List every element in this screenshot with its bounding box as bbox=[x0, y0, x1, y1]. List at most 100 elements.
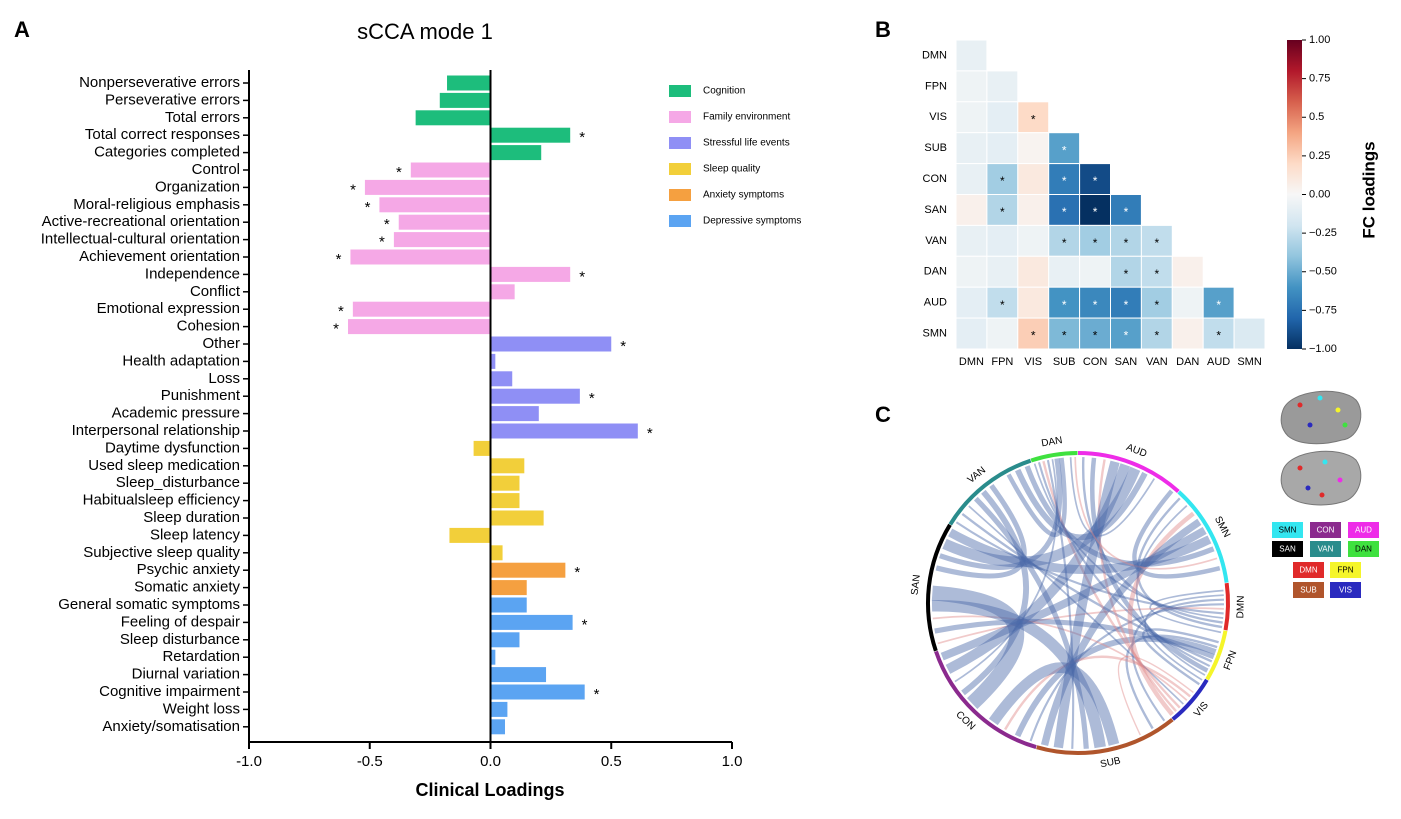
column-label: CON bbox=[1083, 356, 1108, 368]
legend-swatch bbox=[669, 189, 691, 201]
heatmap-cell bbox=[1017, 286, 1050, 319]
x-tick-label: 1.0 bbox=[722, 753, 743, 770]
bar bbox=[447, 75, 491, 91]
heatmap-cell bbox=[986, 101, 1019, 134]
y-tick-label: Sleep disturbance bbox=[120, 631, 240, 648]
heatmap-cell bbox=[1048, 224, 1081, 257]
panel-letter: B bbox=[875, 17, 891, 42]
heatmap-cell bbox=[955, 101, 988, 134]
heatmap-cell bbox=[1110, 317, 1142, 350]
y-tick-label: Sleep_disturbance bbox=[116, 474, 240, 491]
legend-label: CON bbox=[1317, 526, 1335, 535]
significance-mark: * bbox=[1000, 205, 1005, 219]
significance-mark: * bbox=[1031, 329, 1036, 343]
bar bbox=[415, 110, 491, 126]
x-tick-label: -1.0 bbox=[236, 753, 262, 770]
chord bbox=[931, 585, 1025, 710]
y-tick-label: Perseverative errors bbox=[105, 91, 240, 108]
heatmap-cell bbox=[955, 224, 988, 257]
significance-mark: * bbox=[1093, 298, 1098, 312]
heatmap-cell bbox=[1048, 286, 1081, 319]
heatmap-cell bbox=[1017, 163, 1050, 196]
y-tick-label: Health adaptation bbox=[122, 352, 240, 369]
column-label: DMN bbox=[959, 356, 984, 368]
heatmap-cell bbox=[955, 132, 988, 165]
chord bbox=[1033, 463, 1224, 619]
heatmap-cell bbox=[1079, 255, 1111, 288]
chord bbox=[968, 505, 1184, 705]
y-tick-label: General somatic symptoms bbox=[58, 596, 240, 613]
brain-images bbox=[1280, 390, 1362, 506]
heatmap-cell bbox=[1171, 317, 1204, 350]
chord bbox=[1090, 457, 1209, 673]
x-tick-label: 0.5 bbox=[601, 753, 622, 770]
chord bbox=[961, 512, 1213, 663]
bar bbox=[490, 614, 573, 630]
brain-node bbox=[1319, 492, 1325, 498]
chart-title: sCCA mode 1 bbox=[357, 19, 493, 44]
significance-mark: * bbox=[574, 564, 580, 581]
heatmap-cell bbox=[1017, 317, 1050, 350]
chord bbox=[1046, 459, 1075, 749]
significance-mark: * bbox=[1093, 329, 1098, 343]
legend-swatch bbox=[1348, 541, 1379, 557]
brain-node bbox=[1337, 477, 1343, 483]
chord bbox=[1042, 460, 1181, 709]
bar bbox=[439, 92, 491, 108]
chord bbox=[1006, 457, 1067, 538]
heatmap-cell bbox=[1017, 132, 1050, 165]
significance-mark: * bbox=[1093, 236, 1098, 250]
heatmap-cell bbox=[1079, 224, 1111, 257]
chord bbox=[1117, 655, 1194, 736]
bar bbox=[490, 632, 520, 648]
legend-swatch bbox=[669, 137, 691, 149]
chord bbox=[1037, 462, 1211, 668]
heatmap-cell bbox=[1017, 224, 1050, 257]
chord bbox=[1136, 497, 1223, 629]
heatmap-cell bbox=[986, 255, 1019, 288]
legend-swatch bbox=[669, 85, 691, 97]
x-axis-label: Clinical Loadings bbox=[415, 780, 564, 800]
arc-label: SMN bbox=[1212, 515, 1232, 540]
heatmap-cell bbox=[955, 194, 988, 226]
colorbar-tick-label: −0.50 bbox=[1309, 266, 1337, 278]
chords bbox=[931, 457, 1224, 749]
bar bbox=[398, 214, 491, 230]
legend-swatch bbox=[1272, 541, 1303, 557]
legend-swatch bbox=[1293, 582, 1324, 598]
y-tick-label: Active-recreational orientation bbox=[42, 213, 240, 230]
significance-mark: * bbox=[1155, 329, 1160, 343]
arc-label: SUB bbox=[1099, 755, 1122, 770]
significance-mark: * bbox=[1124, 298, 1129, 312]
colorbar-tick-label: 0.75 bbox=[1309, 73, 1330, 85]
y-tick-label: Achievement orientation bbox=[79, 248, 240, 265]
significance-mark: * bbox=[384, 216, 390, 233]
chord-arc bbox=[1171, 678, 1209, 721]
legend-label: Stressful life events bbox=[703, 138, 790, 149]
colorbar-tick-label: −0.25 bbox=[1309, 227, 1337, 239]
panel-letter: C bbox=[875, 402, 891, 427]
significance-mark: * bbox=[1062, 236, 1067, 250]
legend-label: SAN bbox=[1279, 545, 1296, 554]
heatmap-cell bbox=[986, 70, 1019, 103]
legend-label: AUD bbox=[1355, 526, 1372, 535]
y-tick-label: Control bbox=[192, 161, 240, 178]
legend-swatch bbox=[1293, 562, 1324, 578]
y-tick-label: Moral-religious emphasis bbox=[73, 196, 240, 213]
colorbar-label: FC loadings bbox=[1359, 141, 1378, 238]
chord-arc bbox=[948, 458, 1032, 526]
row-label: VAN bbox=[925, 235, 947, 247]
heatmap-cell bbox=[986, 224, 1019, 257]
chord-arc bbox=[1205, 630, 1228, 681]
bar bbox=[490, 701, 508, 717]
legend-swatch bbox=[669, 111, 691, 123]
y-tick-label: Subjective sleep quality bbox=[83, 544, 240, 561]
colorbar bbox=[1287, 40, 1302, 349]
colorbar-tick-label: −1.00 bbox=[1309, 343, 1337, 355]
y-tick-label: Cognitive impairment bbox=[99, 683, 241, 700]
significance-mark: * bbox=[1000, 298, 1005, 312]
brain-node bbox=[1305, 485, 1311, 491]
legend-swatch bbox=[1310, 522, 1341, 538]
significance-mark: * bbox=[1155, 236, 1160, 250]
heatmap-cell bbox=[955, 286, 988, 319]
